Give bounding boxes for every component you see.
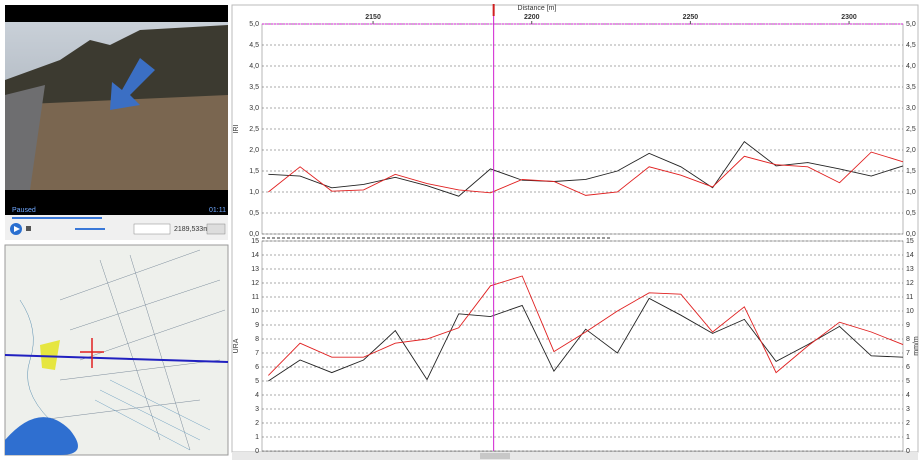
video-status: Paused: [12, 207, 36, 214]
y2-tick-label: 2,0: [906, 147, 916, 154]
stop-button[interactable]: [26, 226, 31, 231]
video-time: 01:11: [209, 207, 226, 214]
y-tick-label: 5: [255, 378, 259, 385]
step-buttons[interactable]: [206, 223, 226, 235]
position-marker: [80, 338, 104, 368]
controls-bar: [5, 215, 228, 240]
y-tick-label: 2,0: [249, 147, 259, 154]
x-tick-label: 2200: [524, 14, 540, 21]
scroll-thumb[interactable]: [480, 453, 510, 459]
position-readout: 2189,533m: [174, 226, 209, 233]
y-tick-label: 0,0: [249, 231, 259, 238]
y2-tick-label: 1: [906, 434, 910, 441]
y2-tick-label: 10: [906, 308, 914, 315]
y2-tick-label: 5: [906, 378, 910, 385]
map-features: [19, 249, 226, 451]
y2-tick-label: 8: [906, 336, 910, 343]
y2-tick-label: 14: [906, 252, 914, 259]
y2-tick-label: 5,0: [906, 21, 916, 28]
y2-tick-label: 0,5: [906, 210, 916, 217]
y-tick-label: 4,5: [249, 42, 259, 49]
y2-tick-label: 3: [906, 406, 910, 413]
arrow-icon: [110, 58, 155, 110]
y-axis-title: URA: [233, 338, 240, 353]
y-axis-title: IRI: [233, 124, 240, 133]
scrollbar[interactable]: [232, 452, 918, 460]
y2-tick-label: 2,5: [906, 126, 916, 133]
y-tick-label: 1,0: [249, 189, 259, 196]
y-tick-label: 0,5: [249, 210, 259, 217]
y2-tick-label: 4,0: [906, 63, 916, 70]
y2-tick-label: 12: [906, 280, 914, 287]
y-tick-label: 1: [255, 434, 259, 441]
chart-panel: [231, 4, 919, 453]
x-tick-label: 2250: [683, 14, 699, 21]
y2-tick-label: 9: [906, 322, 910, 329]
y-tick-label: 3: [255, 406, 259, 413]
seek-bar[interactable]: [12, 217, 102, 219]
y-tick-label: 10: [251, 308, 259, 315]
y-tick-label: 6: [255, 364, 259, 371]
y2-tick-label: 4: [906, 392, 910, 399]
y2-tick-label: 2: [906, 420, 910, 427]
river: [5, 417, 78, 455]
y2-tick-label: 3,0: [906, 105, 916, 112]
y2-tick-label: 0,0: [906, 231, 916, 238]
x-tick-label: 2300: [841, 14, 857, 21]
y-tick-label: 2,5: [249, 126, 259, 133]
y-tick-label: 0: [255, 448, 259, 455]
y2-tick-label: 4,5: [906, 42, 916, 49]
data-line: [268, 151, 904, 196]
y-tick-label: 4,0: [249, 63, 259, 70]
y-tick-label: 3,0: [249, 105, 259, 112]
y-tick-label: 15: [251, 238, 259, 245]
y-tick-label: 8: [255, 336, 259, 343]
route-line: [4, 354, 229, 363]
field: [5, 95, 228, 190]
y2-tick-label: 15: [906, 238, 914, 245]
y-tick-label: 3,5: [249, 84, 259, 91]
trees: [5, 25, 228, 110]
y-tick-label: 11: [252, 294, 259, 301]
y2-tick-label: 3,5: [906, 84, 916, 91]
y2-tick-label: 13: [906, 266, 914, 273]
x-axis-title: Distance [m]: [518, 5, 557, 12]
lake-highlight: [40, 340, 60, 370]
zoom-controls[interactable]: [133, 223, 171, 235]
data-line: [268, 275, 904, 376]
y2-tick-label: 1,0: [906, 189, 916, 196]
cursor-handle: [492, 4, 495, 16]
y-tick-label: 7: [255, 350, 259, 357]
data-line: [268, 297, 904, 382]
y-tick-label: 13: [251, 266, 259, 273]
y2-tick-label: 6: [906, 364, 910, 371]
y-tick-label: 2: [255, 420, 259, 427]
y-tick-label: 1,5: [249, 168, 259, 175]
volume-slider[interactable]: [75, 228, 105, 230]
data-line: [268, 140, 904, 197]
y2-axis-title: mm/m: [913, 336, 920, 356]
play-icon: [14, 226, 20, 232]
y-tick-label: 14: [251, 252, 259, 259]
y2-tick-label: 11: [906, 294, 913, 301]
y-tick-label: 5,0: [249, 21, 259, 28]
y2-tick-label: 0: [906, 448, 910, 455]
road: [5, 85, 45, 190]
y-tick-label: 12: [251, 280, 259, 287]
y2-tick-label: 7: [906, 350, 910, 357]
y-tick-label: 4: [255, 392, 259, 399]
y-tick-label: 9: [255, 322, 259, 329]
x-tick-label: 2150: [365, 14, 381, 21]
y2-tick-label: 1,5: [906, 168, 916, 175]
